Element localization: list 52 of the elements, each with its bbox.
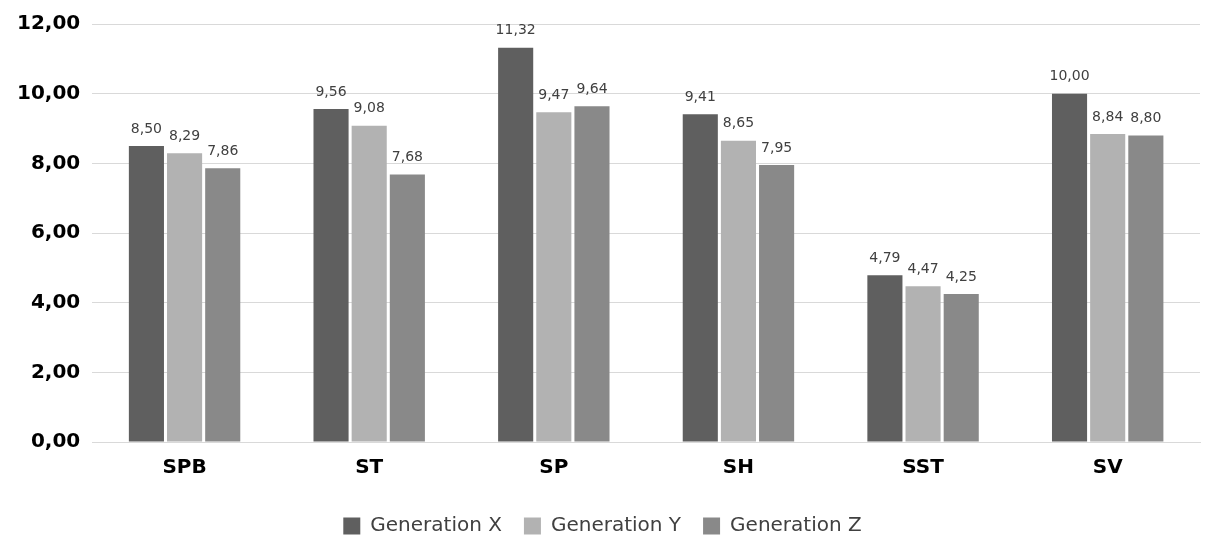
bar	[1128, 135, 1164, 442]
data-label: 9,47	[538, 85, 570, 102]
bar	[351, 125, 387, 442]
bar	[943, 293, 979, 442]
bar	[498, 47, 534, 442]
data-label: 8,65	[722, 114, 755, 131]
bar	[867, 275, 903, 442]
bar	[574, 106, 610, 442]
y-tick-label: 0,00	[30, 428, 81, 453]
legend-label: Generation Y	[550, 512, 682, 537]
bar	[389, 174, 425, 442]
data-label: 11,32	[495, 21, 536, 38]
data-label: 8,84	[1092, 107, 1124, 124]
data-label: 10,00	[1049, 67, 1090, 84]
bar	[313, 108, 349, 442]
bar	[905, 286, 941, 442]
data-label: 4,47	[907, 259, 939, 276]
bar	[205, 168, 241, 442]
data-label: 4,79	[869, 248, 901, 265]
x-tick-label: SPB	[162, 454, 207, 479]
bar	[1090, 134, 1126, 442]
legend-label: Generation X	[370, 512, 503, 537]
y-tick-label: 6,00	[30, 219, 81, 244]
x-tick-label: SV	[1092, 454, 1124, 479]
y-tick-label: 12,00	[17, 10, 81, 35]
bar	[720, 140, 756, 442]
data-label: 8,80	[1130, 109, 1162, 126]
legend-label: Generation Z	[730, 512, 862, 537]
data-label: 9,08	[353, 99, 385, 116]
bar	[682, 114, 718, 442]
data-label: 9,41	[684, 87, 716, 104]
y-tick-label: 2,00	[30, 358, 81, 383]
y-tick-label: 10,00	[17, 79, 81, 104]
bar	[759, 165, 795, 442]
data-label: 7,68	[391, 148, 423, 165]
data-label: 7,86	[207, 141, 239, 158]
data-label: 8,50	[130, 119, 162, 136]
x-tick-label: SH	[722, 454, 755, 479]
x-tick-label: SST	[902, 454, 945, 479]
x-tick-label: ST	[355, 454, 384, 479]
bar	[536, 112, 572, 442]
data-label: 8,29	[168, 126, 201, 143]
data-label: 7,95	[761, 138, 793, 155]
y-tick-label: 8,00	[30, 149, 81, 174]
bar	[1051, 93, 1088, 442]
data-label: 9,56	[315, 82, 347, 99]
bar	[167, 153, 203, 442]
data-label: 9,64	[576, 79, 608, 96]
y-tick-label: 4,00	[30, 288, 81, 313]
bar	[128, 145, 164, 442]
data-label: 4,25	[945, 267, 977, 284]
x-tick-label: SP	[539, 454, 569, 479]
